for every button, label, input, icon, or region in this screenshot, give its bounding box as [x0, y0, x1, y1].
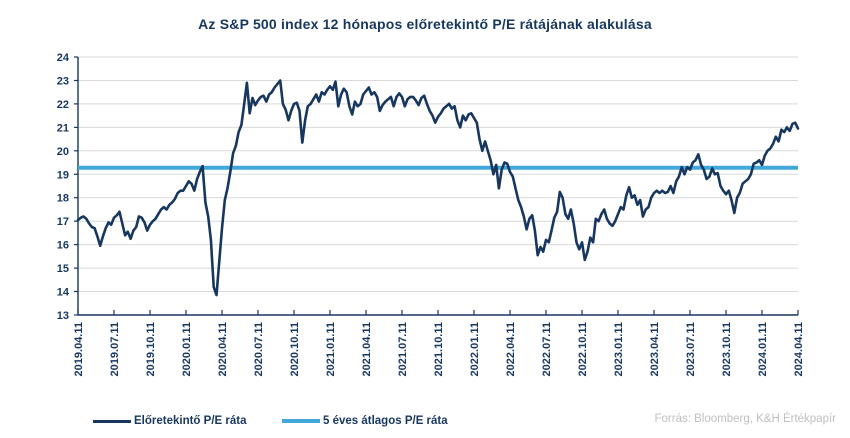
svg-text:24: 24 — [57, 52, 70, 64]
chart-title: Az S&P 500 index 12 hónapos előretekintő… — [198, 16, 652, 32]
svg-text:2019.07.11: 2019.07.11 — [109, 322, 121, 376]
legend-label-average-pe: 5 éves átlagos P/E ráta — [323, 415, 448, 427]
svg-text:2022.01.11: 2022.01.11 — [469, 322, 481, 376]
svg-text:2021.01.11: 2021.01.11 — [325, 322, 337, 376]
svg-text:2022.07.11: 2022.07.11 — [541, 322, 553, 376]
chart-legend: Előretekintő P/E ráta 5 éves átlagos P/E… — [0, 411, 850, 431]
svg-text:2019.04.11: 2019.04.11 — [73, 322, 85, 376]
svg-text:15: 15 — [57, 263, 69, 275]
svg-text:19: 19 — [57, 169, 69, 181]
svg-text:17: 17 — [57, 216, 69, 228]
svg-text:2020.01.11: 2020.01.11 — [181, 322, 193, 376]
forward-pe-line-marker-icon — [93, 419, 131, 423]
svg-text:2020.10.11: 2020.10.11 — [289, 322, 301, 376]
svg-text:2024.01.11: 2024.01.11 — [757, 322, 769, 376]
svg-text:21: 21 — [57, 122, 69, 134]
svg-text:2023.04.11: 2023.04.11 — [649, 322, 661, 376]
svg-text:2021.10.11: 2021.10.11 — [433, 322, 445, 376]
svg-text:14: 14 — [57, 287, 70, 299]
x-axis-labels: 2019.04.11 2019.07.11 2019.10.11 2020.01.11… — [73, 310, 805, 376]
y-axis-labels: 13 14 15 16 17 18 19 20 21 22 23 24 — [57, 52, 78, 322]
svg-text:2023.10.11: 2023.10.11 — [721, 322, 733, 376]
average-pe-line-marker-icon — [282, 419, 320, 423]
legend-item-forward-pe: Előretekintő P/E ráta — [93, 411, 246, 431]
svg-text:2021.04.11: 2021.04.11 — [361, 322, 373, 376]
svg-text:2024.04.11: 2024.04.11 — [793, 322, 805, 376]
svg-text:2020.07.11: 2020.07.11 — [253, 322, 265, 376]
svg-text:22: 22 — [57, 99, 69, 111]
source-note: Forrás: Bloomberg, K&H Értékpapír — [654, 413, 836, 425]
svg-text:2022.10.11: 2022.10.11 — [577, 322, 589, 376]
forward-pe-line — [76, 79, 800, 297]
svg-text:2023.07.11: 2023.07.11 — [685, 322, 697, 376]
svg-text:23: 23 — [57, 76, 69, 88]
svg-text:2023.01.11: 2023.01.11 — [613, 322, 625, 376]
axes — [77, 57, 798, 316]
svg-text:18: 18 — [57, 193, 69, 205]
svg-text:2022.04.11: 2022.04.11 — [505, 322, 517, 376]
svg-text:20: 20 — [57, 146, 69, 158]
svg-text:2020.04.11: 2020.04.11 — [217, 322, 229, 376]
legend-label-forward-pe: Előretekintő P/E ráta — [134, 415, 247, 427]
legend-item-average-pe: 5 éves átlagos P/E ráta — [282, 411, 448, 431]
svg-text:2021.07.11: 2021.07.11 — [397, 322, 409, 376]
svg-text:13: 13 — [57, 310, 69, 322]
svg-text:2019.10.11: 2019.10.11 — [145, 322, 157, 376]
svg-text:16: 16 — [57, 240, 69, 252]
